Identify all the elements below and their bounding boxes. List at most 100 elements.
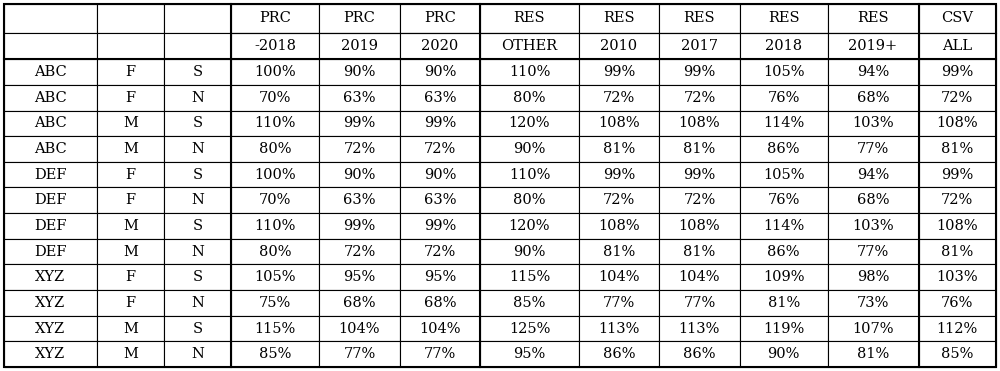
Bar bbox=[319, 136, 400, 162]
Text: N: N bbox=[191, 347, 204, 361]
Bar bbox=[4, 162, 97, 187]
Text: 99%: 99% bbox=[603, 168, 635, 182]
Bar bbox=[828, 187, 919, 213]
Bar bbox=[231, 290, 319, 316]
Bar bbox=[97, 265, 164, 290]
Text: 81%: 81% bbox=[941, 142, 973, 156]
Bar bbox=[164, 341, 231, 367]
Text: CSV: CSV bbox=[941, 11, 973, 25]
Text: 72%: 72% bbox=[603, 193, 635, 207]
Bar bbox=[4, 136, 97, 162]
Text: RES: RES bbox=[768, 11, 799, 25]
Text: M: M bbox=[123, 322, 138, 335]
Bar bbox=[480, 111, 579, 136]
Bar bbox=[828, 33, 919, 59]
Bar bbox=[740, 85, 828, 111]
Text: S: S bbox=[193, 65, 203, 79]
Text: 81%: 81% bbox=[683, 142, 716, 156]
Bar bbox=[97, 187, 164, 213]
Bar bbox=[919, 136, 996, 162]
Bar bbox=[919, 59, 996, 85]
Text: 77%: 77% bbox=[857, 142, 889, 156]
Bar bbox=[164, 213, 231, 239]
Text: 100%: 100% bbox=[254, 65, 296, 79]
Bar bbox=[740, 59, 828, 85]
Bar bbox=[579, 136, 659, 162]
Text: DEF: DEF bbox=[34, 168, 67, 182]
Bar bbox=[319, 162, 400, 187]
Bar bbox=[400, 33, 480, 59]
Bar bbox=[164, 33, 231, 59]
Bar bbox=[480, 265, 579, 290]
Bar bbox=[828, 265, 919, 290]
Bar bbox=[400, 265, 480, 290]
Bar bbox=[319, 265, 400, 290]
Text: PRC: PRC bbox=[344, 11, 375, 25]
Bar bbox=[659, 33, 740, 59]
Text: 105%: 105% bbox=[255, 270, 296, 284]
Text: 77%: 77% bbox=[603, 296, 635, 310]
Bar bbox=[579, 4, 659, 33]
Text: 86%: 86% bbox=[603, 347, 635, 361]
Bar bbox=[579, 239, 659, 265]
Bar bbox=[480, 85, 579, 111]
Bar bbox=[400, 290, 480, 316]
Bar bbox=[480, 33, 579, 59]
Bar bbox=[659, 239, 740, 265]
Bar bbox=[740, 341, 828, 367]
Bar bbox=[659, 265, 740, 290]
Text: OTHER: OTHER bbox=[501, 39, 558, 53]
Bar bbox=[319, 33, 400, 59]
Text: M: M bbox=[123, 219, 138, 233]
Text: 80%: 80% bbox=[513, 91, 546, 105]
Bar bbox=[740, 213, 828, 239]
Bar bbox=[740, 33, 828, 59]
Text: PRC: PRC bbox=[259, 11, 291, 25]
Bar bbox=[164, 290, 231, 316]
Bar bbox=[919, 85, 996, 111]
Bar bbox=[4, 59, 97, 85]
Text: 81%: 81% bbox=[941, 244, 973, 259]
Bar bbox=[480, 162, 579, 187]
Text: F: F bbox=[126, 168, 136, 182]
Bar bbox=[400, 213, 480, 239]
Text: 72%: 72% bbox=[603, 91, 635, 105]
Text: 70%: 70% bbox=[259, 193, 291, 207]
Bar bbox=[579, 111, 659, 136]
Bar bbox=[319, 341, 400, 367]
Bar bbox=[4, 341, 97, 367]
Text: 77%: 77% bbox=[343, 347, 376, 361]
Bar bbox=[231, 316, 319, 341]
Bar bbox=[97, 239, 164, 265]
Text: 104%: 104% bbox=[419, 322, 461, 335]
Bar bbox=[480, 59, 579, 85]
Bar bbox=[919, 341, 996, 367]
Bar bbox=[659, 316, 740, 341]
Bar bbox=[4, 85, 97, 111]
Text: 99%: 99% bbox=[941, 65, 973, 79]
Text: 99%: 99% bbox=[424, 219, 456, 233]
Text: 85%: 85% bbox=[941, 347, 973, 361]
Bar bbox=[828, 316, 919, 341]
Text: 68%: 68% bbox=[343, 296, 376, 310]
Bar bbox=[97, 341, 164, 367]
Bar bbox=[919, 265, 996, 290]
Bar bbox=[659, 4, 740, 33]
Text: 63%: 63% bbox=[343, 193, 376, 207]
Bar bbox=[164, 136, 231, 162]
Bar bbox=[400, 4, 480, 33]
Text: ABC: ABC bbox=[34, 91, 67, 105]
Bar bbox=[919, 33, 996, 59]
Text: 103%: 103% bbox=[936, 270, 978, 284]
Text: 81%: 81% bbox=[768, 296, 800, 310]
Text: ALL: ALL bbox=[942, 39, 972, 53]
Bar bbox=[97, 85, 164, 111]
Bar bbox=[97, 316, 164, 341]
Text: 109%: 109% bbox=[763, 270, 804, 284]
Bar bbox=[164, 239, 231, 265]
Bar bbox=[828, 136, 919, 162]
Text: RES: RES bbox=[514, 11, 545, 25]
Text: 63%: 63% bbox=[424, 91, 456, 105]
Text: 76%: 76% bbox=[767, 193, 800, 207]
Text: F: F bbox=[126, 193, 136, 207]
